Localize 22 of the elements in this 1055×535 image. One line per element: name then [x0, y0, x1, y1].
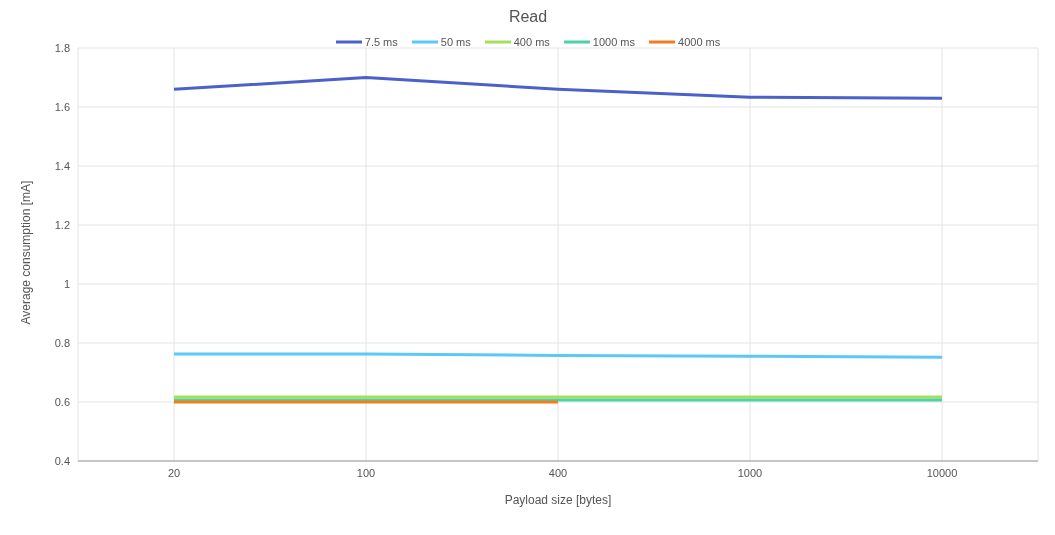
x-axis-title: Payload size [bytes]: [504, 493, 612, 507]
y-tick-label: 1.6: [54, 100, 70, 113]
y-tick-label: 0.6: [54, 395, 70, 408]
chart-title: Read: [507, 8, 549, 26]
y-tick-label: 0.8: [54, 336, 70, 349]
legend-label: 50 ms: [439, 36, 471, 48]
x-tick-label: 400: [548, 466, 568, 479]
x-tick-label: 10000: [926, 466, 958, 479]
x-tick-label: 1000: [737, 466, 763, 479]
legend-label: 1000 ms: [591, 36, 636, 48]
y-axis-title: Average consumption [mA]: [19, 180, 34, 325]
x-tick-label: 100: [356, 466, 376, 479]
y-tick-label: 0.4: [54, 454, 70, 467]
y-tick-label: 1.2: [54, 218, 70, 231]
legend-label: 7.5 ms: [363, 36, 398, 48]
legend-label: 400 ms: [512, 36, 550, 48]
y-tick-label: 1.4: [54, 159, 70, 172]
line-series: [172, 76, 944, 100]
y-tick-label: 1: [63, 277, 70, 290]
legend-label: 4000 ms: [677, 36, 721, 48]
y-tick-label: 1.8: [54, 41, 70, 54]
x-tick-label: 20: [167, 466, 181, 479]
